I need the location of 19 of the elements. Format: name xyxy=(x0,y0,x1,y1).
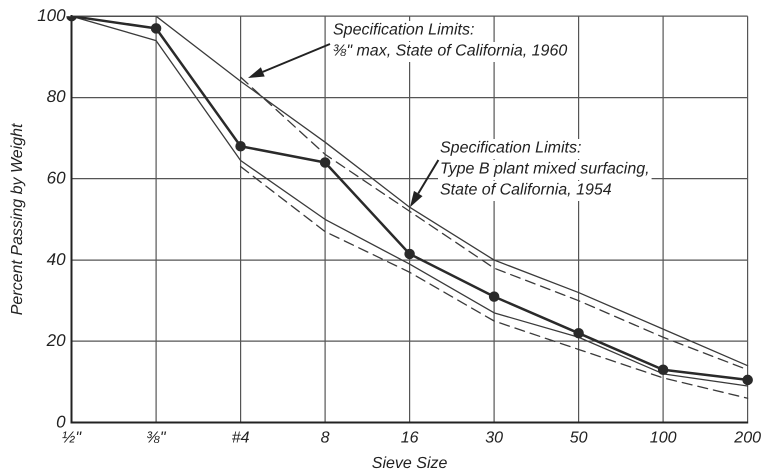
x-tick-label: 8 xyxy=(320,430,330,447)
x-tick-label: 100 xyxy=(650,430,677,447)
x-tick-label: 200 xyxy=(733,430,762,447)
x-tick-label: ⅜" xyxy=(146,430,167,447)
x-tick-label: ½" xyxy=(62,430,82,447)
x-axis-title: Sieve Size xyxy=(372,454,448,472)
y-tick-label: 80 xyxy=(46,87,66,106)
y-tick-label: 100 xyxy=(37,6,66,25)
x-tick-label: #4 xyxy=(232,430,250,447)
y-tick-label: 40 xyxy=(46,250,66,269)
y-tick-label: 0 xyxy=(56,412,66,432)
y-axis-title: Percent Passing by Weight xyxy=(9,122,26,316)
y-tick-label: 20 xyxy=(46,331,66,350)
annotation: Specification Limits: Type B plant mixed surfacing, State of California, 1954 xyxy=(440,139,650,198)
x-tick-label: 16 xyxy=(400,430,419,447)
y-tick-label: 60 xyxy=(46,168,66,188)
x-tick-label: 50 xyxy=(570,430,588,447)
x-tick-label: 30 xyxy=(485,430,504,447)
annotation: Specification Limits: ⅜" max, State of California, 1960 xyxy=(333,21,568,60)
